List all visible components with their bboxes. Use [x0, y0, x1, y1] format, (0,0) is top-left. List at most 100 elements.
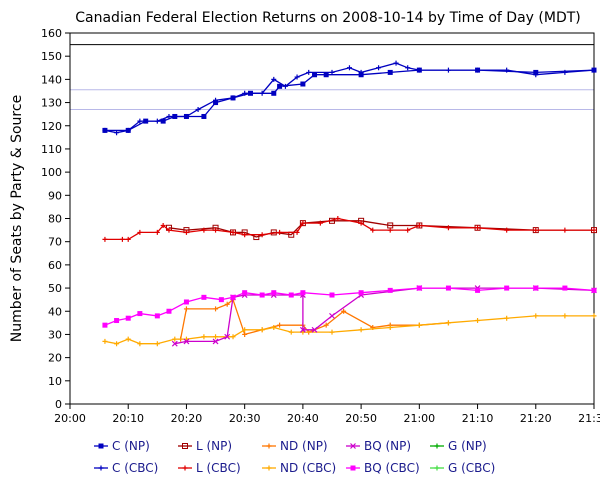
data-point — [445, 320, 451, 326]
data-point — [102, 236, 108, 242]
data-point — [201, 294, 207, 300]
data-point — [271, 90, 277, 96]
data-point — [183, 229, 189, 235]
x-tick-label: 20:50 — [345, 412, 377, 425]
series-line — [104, 62, 595, 134]
data-point — [562, 285, 568, 291]
x-tick-label: 20:40 — [287, 412, 319, 425]
series-7 — [102, 285, 597, 328]
data-point — [154, 341, 160, 347]
y-tick-label: 60 — [48, 259, 62, 272]
data-point — [125, 236, 131, 242]
data-point — [213, 97, 219, 103]
y-tick-label: 30 — [48, 328, 62, 341]
data-point — [504, 227, 510, 233]
data-point — [475, 318, 481, 324]
data-point — [166, 308, 172, 314]
data-point — [277, 83, 283, 89]
data-point — [504, 285, 510, 291]
data-point — [346, 65, 352, 71]
data-point — [171, 340, 178, 347]
data-point — [475, 67, 481, 73]
data-point — [259, 90, 265, 96]
legend-item: C (NP) — [94, 439, 150, 453]
data-point — [282, 83, 288, 89]
data-point — [387, 227, 393, 233]
data-point — [137, 311, 143, 317]
data-point — [259, 232, 265, 238]
series-line — [104, 287, 595, 326]
data-point — [591, 227, 597, 233]
y-tick-label: 150 — [41, 50, 62, 63]
data-point — [504, 67, 510, 73]
data-point — [271, 290, 277, 296]
x-tick-label: 21:00 — [403, 412, 435, 425]
data-point — [230, 294, 236, 300]
data-point — [119, 236, 125, 242]
x-tick-label: 20:10 — [112, 412, 144, 425]
plot-area: 0 10 20 30 40 50 60 70 80 90 100 110 120 130 140 150 160… — [41, 27, 600, 425]
data-point — [445, 67, 451, 73]
data-point — [259, 327, 265, 333]
y-tick-label: 40 — [48, 305, 62, 318]
data-point — [416, 67, 422, 73]
legend-swatch-marker — [98, 443, 104, 449]
data-point — [329, 292, 335, 298]
data-point — [294, 74, 300, 80]
data-point — [201, 113, 207, 119]
data-point — [154, 229, 160, 235]
data-point — [154, 313, 160, 319]
data-point — [271, 324, 277, 330]
data-point — [533, 285, 539, 291]
data-point — [358, 290, 364, 296]
legend-item: L (CBC) — [178, 461, 241, 475]
data-point — [125, 315, 131, 321]
y-tick-label: 90 — [48, 189, 62, 202]
data-point — [533, 313, 539, 319]
data-point — [224, 333, 231, 340]
data-point — [445, 225, 451, 231]
data-point — [183, 113, 189, 119]
data-point — [137, 118, 143, 124]
y-tick-label: 80 — [48, 213, 62, 226]
data-point — [230, 95, 236, 101]
series-line — [179, 298, 449, 340]
y-tick-label: 160 — [41, 27, 62, 40]
data-point — [329, 329, 335, 335]
data-point — [562, 313, 568, 319]
data-point — [323, 72, 329, 78]
data-point — [533, 72, 539, 78]
data-point — [323, 322, 329, 328]
y-tick-label: 110 — [41, 143, 62, 156]
data-point — [195, 107, 201, 113]
data-point — [312, 72, 318, 78]
data-point — [224, 301, 230, 307]
legend-swatch-marker — [182, 443, 188, 449]
data-point — [341, 308, 347, 314]
data-point — [416, 285, 422, 291]
legend-item: BQ (CBC) — [346, 461, 420, 475]
data-point — [405, 227, 411, 233]
x-tick-label: 21:20 — [520, 412, 552, 425]
data-point — [387, 324, 393, 330]
chart-title: Canadian Federal Election Returns on 200… — [75, 10, 580, 26]
legend-label: BQ (NP) — [364, 439, 411, 453]
legend-label: ND (NP) — [280, 439, 328, 453]
x-tick-label: 20:00 — [54, 412, 86, 425]
series-4 — [178, 297, 451, 342]
legend-swatch-marker — [98, 465, 104, 471]
legend-item: G (CBC) — [430, 461, 495, 475]
legend-swatch-marker — [350, 443, 356, 449]
data-point — [329, 312, 335, 319]
y-tick-label: 10 — [48, 375, 62, 388]
data-point — [591, 287, 597, 293]
data-point — [242, 290, 248, 296]
data-point — [299, 326, 306, 333]
data-point — [358, 220, 364, 226]
legend-item: G (NP) — [430, 439, 487, 453]
data-point — [416, 222, 422, 228]
data-point — [317, 220, 323, 226]
data-point — [166, 113, 172, 119]
y-tick-label: 70 — [48, 236, 62, 249]
data-point — [102, 338, 108, 344]
